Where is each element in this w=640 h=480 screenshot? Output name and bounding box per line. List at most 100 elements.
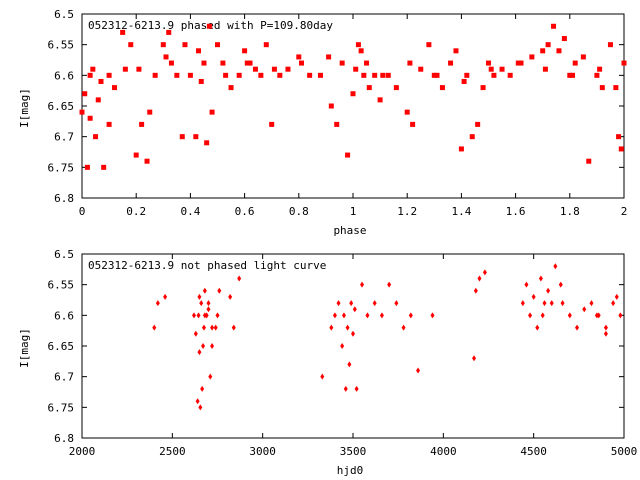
y-tick-label: 6.8 xyxy=(54,432,74,445)
data-point xyxy=(228,85,234,91)
data-point xyxy=(618,146,624,152)
data-point xyxy=(594,72,600,78)
y-tick-label: 6.55 xyxy=(48,39,75,52)
axis-ticks: 2000 2500 3000 3500 4000 4500 5000 6.5 6.55 6.6 6.… xyxy=(48,248,638,458)
data-point xyxy=(448,60,454,66)
x-tick-label: 1.4 xyxy=(451,205,471,218)
data-point xyxy=(477,275,482,282)
data-point xyxy=(209,109,215,115)
data-point xyxy=(242,48,248,54)
data-point xyxy=(347,361,352,368)
data-point xyxy=(296,54,302,60)
data-point xyxy=(187,72,193,78)
data-point xyxy=(524,281,529,288)
data-point xyxy=(193,134,199,140)
data-point xyxy=(351,330,355,337)
data-point xyxy=(155,300,160,307)
data-point xyxy=(358,48,364,54)
data-point xyxy=(461,78,467,84)
data-point xyxy=(334,121,340,127)
data-point xyxy=(393,85,399,91)
data-point xyxy=(401,324,406,331)
data-point xyxy=(431,72,437,78)
x-tick-label: 1.2 xyxy=(397,205,417,218)
data-point xyxy=(372,300,377,307)
data-point xyxy=(179,134,185,140)
data-point xyxy=(458,146,464,152)
data-point xyxy=(202,312,207,319)
x-tick-label: 4500 xyxy=(520,445,547,458)
data-point xyxy=(223,72,229,78)
data-point xyxy=(147,109,153,115)
data-point xyxy=(166,29,172,35)
y-tick-label: 6.6 xyxy=(54,69,74,82)
data-point xyxy=(174,72,180,78)
data-point xyxy=(366,85,372,91)
data-point xyxy=(542,66,548,72)
data-point xyxy=(570,72,576,78)
data-point xyxy=(515,60,521,66)
data-point xyxy=(82,91,88,97)
data-point xyxy=(163,293,168,300)
data-point xyxy=(567,72,573,78)
data-point xyxy=(340,343,345,349)
data-point xyxy=(106,72,112,78)
data-point xyxy=(199,300,204,307)
x-tick-label: 2 xyxy=(621,205,628,218)
data-point xyxy=(542,300,547,307)
data-point xyxy=(220,60,226,66)
data-point xyxy=(160,42,166,48)
data-point xyxy=(328,103,334,109)
data-point xyxy=(353,66,359,72)
data-point xyxy=(507,72,513,78)
data-point xyxy=(101,164,107,170)
data-point xyxy=(201,60,207,66)
data-point xyxy=(307,72,313,78)
data-point xyxy=(616,134,622,140)
data-point xyxy=(580,54,586,60)
data-point xyxy=(594,312,599,319)
data-point xyxy=(540,48,546,54)
data-point xyxy=(603,324,608,331)
data-point xyxy=(531,293,536,300)
data-point xyxy=(258,72,264,78)
data-point xyxy=(192,312,197,319)
x-tick-label: 3500 xyxy=(340,445,367,458)
y-axis-label: I[mag] xyxy=(18,328,31,368)
data-point xyxy=(558,281,563,288)
data-point xyxy=(202,287,207,294)
data-point xyxy=(551,23,557,29)
data-point xyxy=(339,60,345,66)
x-tick-label: 2000 xyxy=(69,445,96,458)
data-point xyxy=(520,300,525,307)
data-point xyxy=(480,85,486,91)
data-point xyxy=(193,330,198,337)
data-point xyxy=(95,97,101,103)
x-tick-label: 0.4 xyxy=(180,205,200,218)
data-point xyxy=(299,60,305,66)
data-point xyxy=(355,42,361,48)
data-point xyxy=(575,324,580,331)
data-point xyxy=(567,312,572,319)
data-point xyxy=(379,312,384,319)
data-point xyxy=(345,324,350,331)
x-tick-label: 1.8 xyxy=(560,205,580,218)
data-point xyxy=(385,72,391,78)
data-point xyxy=(360,281,365,288)
data-point xyxy=(416,367,421,374)
data-point xyxy=(586,158,592,164)
data-point xyxy=(231,324,236,331)
data-point xyxy=(196,312,201,319)
data-point xyxy=(469,134,475,140)
data-point xyxy=(263,42,269,48)
data-point xyxy=(228,293,233,300)
x-tick-label: 4000 xyxy=(430,445,457,458)
data-point xyxy=(163,54,169,60)
data-point xyxy=(277,72,283,78)
data-point xyxy=(197,349,202,356)
data-point xyxy=(200,385,205,392)
data-points xyxy=(152,263,623,411)
data-point xyxy=(326,54,332,60)
x-tick-label: 1 xyxy=(350,205,357,218)
data-point xyxy=(128,42,134,48)
